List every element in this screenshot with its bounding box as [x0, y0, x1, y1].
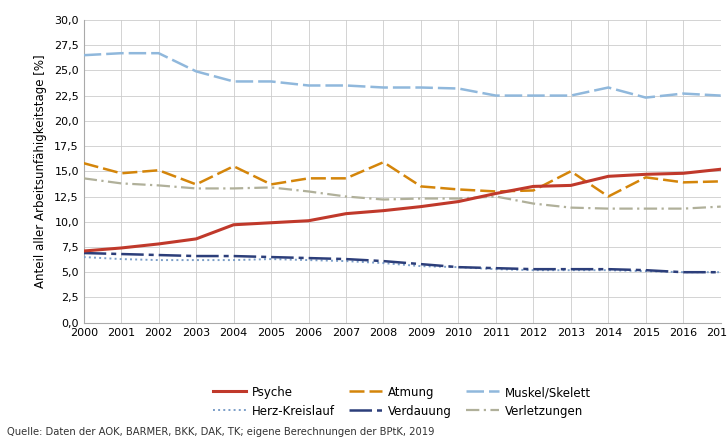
Legend: Psyche, Herz-Kreislauf, Atmung, Verdauung, Muskel/Skelett, Verletzungen: Psyche, Herz-Kreislauf, Atmung, Verdauun… — [213, 386, 591, 418]
Y-axis label: Anteil aller Arbeitsunfähigkeitstage [%]: Anteil aller Arbeitsunfähigkeitstage [%] — [34, 54, 47, 288]
Text: Quelle: Daten der AOK, BARMER, BKK, DAK, TK; eigene Berechnungen der BPtK, 2019: Quelle: Daten der AOK, BARMER, BKK, DAK,… — [7, 427, 435, 437]
